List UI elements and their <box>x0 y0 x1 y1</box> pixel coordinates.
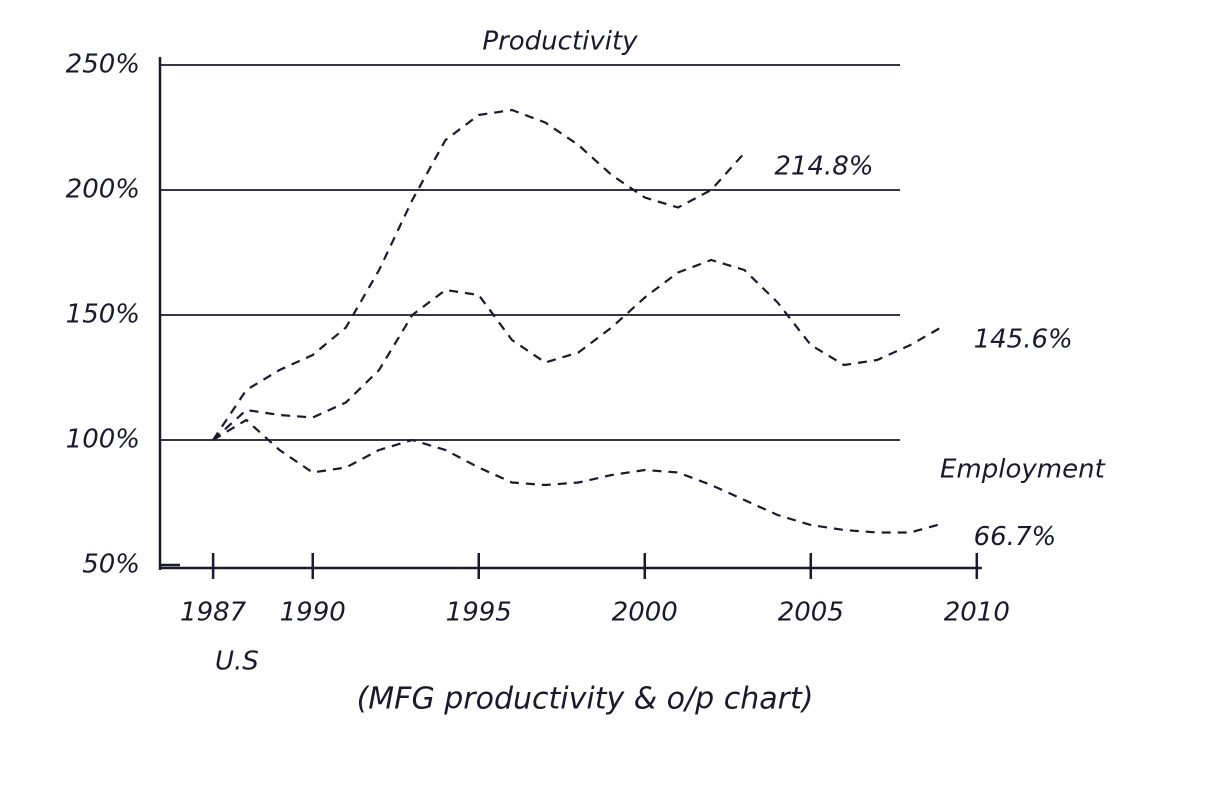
y-tick-label: 50% <box>82 550 140 580</box>
series-label: Productivity <box>482 27 638 57</box>
value-label: 145.6% <box>974 325 1073 355</box>
data-line <box>212 418 944 534</box>
y-tick-label: 150% <box>66 300 140 330</box>
x-tick-label: 2000 <box>612 598 678 628</box>
series-label: Employment <box>940 455 1106 485</box>
annotation: (MFG productivity & o/p chart) <box>357 682 814 717</box>
x-tick-label: 1987 <box>180 598 247 628</box>
y-tick-label: 250% <box>66 50 140 80</box>
x-tick-label: 2010 <box>944 598 1010 628</box>
data-line <box>212 258 945 441</box>
data-line <box>212 108 746 441</box>
annotation: U.S <box>215 647 259 677</box>
value-label: 66.7% <box>974 522 1057 552</box>
y-tick-label: 100% <box>66 425 140 455</box>
value-label: 214.8% <box>774 152 873 182</box>
x-tick-label: 1995 <box>446 598 512 628</box>
x-tick-label: 1990 <box>280 598 346 628</box>
x-tick-label: 2005 <box>778 598 844 628</box>
y-tick-label: 200% <box>66 175 140 205</box>
